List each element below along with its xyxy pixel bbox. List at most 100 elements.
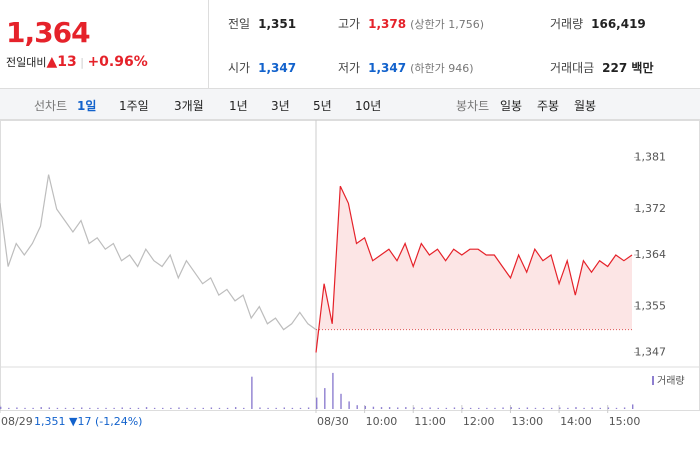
stat-extra: (상한가 1,756) bbox=[410, 18, 484, 31]
volume-bar bbox=[599, 407, 601, 409]
volume-bar bbox=[615, 407, 618, 409]
stat-extra: (하한가 946) bbox=[410, 62, 474, 75]
volume-bar bbox=[137, 407, 140, 409]
volume-bar bbox=[518, 407, 520, 409]
volume-bar bbox=[178, 407, 180, 409]
period-tab[interactable]: 3년 bbox=[271, 99, 290, 113]
volume-bar bbox=[340, 393, 342, 409]
x-tick-label: 10:00 bbox=[366, 415, 398, 428]
x-tick-label: 08/29 bbox=[1, 415, 33, 428]
stat-value: 166,419 bbox=[591, 17, 646, 31]
volume-bar bbox=[283, 407, 285, 409]
volume-bar bbox=[234, 407, 237, 409]
change-value: ▲13 bbox=[46, 54, 77, 70]
volume-bar bbox=[583, 407, 585, 409]
candle-tab[interactable]: 일봉 bbox=[500, 99, 523, 113]
volume-bar bbox=[32, 407, 34, 409]
y-tick-label: 1,347 bbox=[635, 346, 667, 359]
period-tab[interactable]: 1주일 bbox=[119, 99, 149, 113]
price-line bbox=[0, 174, 317, 331]
volume-bar bbox=[542, 407, 545, 409]
volume-bar bbox=[437, 407, 439, 409]
volume-bar bbox=[421, 407, 423, 409]
volume-bar bbox=[162, 407, 164, 409]
price: 1,364 bbox=[6, 16, 91, 49]
volume-bar bbox=[24, 407, 26, 409]
stat-value: 227 백만 bbox=[602, 61, 654, 75]
stat: 거래대금 227 백만 bbox=[550, 59, 653, 76]
volume-bar bbox=[56, 407, 59, 409]
volume-bar bbox=[494, 407, 496, 409]
stat-label: 거래대금 bbox=[550, 61, 595, 75]
period-tab[interactable]: 10년 bbox=[355, 99, 382, 113]
tab-label: 선차트 bbox=[34, 99, 68, 113]
stat: 시가 1,347 bbox=[228, 59, 296, 76]
x-tick-label: 12:00 bbox=[463, 415, 495, 428]
volume-bar bbox=[291, 407, 294, 409]
y-tick-label: 1,381 bbox=[635, 150, 667, 163]
volume-bar bbox=[0, 406, 2, 409]
stat-label: 시가 bbox=[228, 61, 251, 75]
volume-bar bbox=[251, 376, 253, 409]
volume-bar bbox=[40, 407, 42, 409]
stat: 전일 1,351 bbox=[228, 15, 296, 32]
stats: 전일 1,351 고가 1,378 (상한가 1,756) 거래량 166,419 시가 1,3… bbox=[228, 0, 698, 88]
volume-bar bbox=[445, 407, 448, 409]
period-tab[interactable]: 1년 bbox=[229, 99, 248, 113]
stat: 저가 1,347 (하한가 946) bbox=[338, 59, 474, 76]
x-tick-label: 13:00 bbox=[511, 415, 543, 428]
area bbox=[316, 186, 632, 353]
volume-bar bbox=[364, 405, 367, 409]
change: 전일대비▲13 | +0.96% bbox=[6, 54, 148, 70]
stat: 거래량 166,419 bbox=[550, 15, 646, 32]
stat-label: 전일 bbox=[228, 17, 251, 31]
stat: 고가 1,378 (상한가 1,756) bbox=[338, 15, 484, 32]
volume-bar bbox=[275, 407, 277, 409]
stat-value: 1,351 bbox=[258, 17, 297, 31]
volume-bar bbox=[486, 407, 488, 409]
volume-bar bbox=[64, 407, 67, 409]
volume-bar bbox=[413, 407, 415, 409]
volume-bar bbox=[453, 407, 456, 409]
candle-tab[interactable]: 주봉 bbox=[537, 99, 560, 113]
period-tab[interactable]: 3개월 bbox=[174, 99, 204, 113]
volume-bar bbox=[121, 407, 123, 409]
candle-tab[interactable]: 월봉 bbox=[574, 99, 597, 113]
volume-bar bbox=[89, 407, 91, 409]
volume-bar bbox=[105, 407, 107, 409]
volume-bar bbox=[526, 407, 529, 409]
volume-bar bbox=[397, 407, 399, 409]
change-label: 전일대비 bbox=[6, 56, 47, 69]
volume-bar bbox=[243, 407, 245, 409]
volume-bar bbox=[113, 407, 115, 409]
volume-bar bbox=[218, 407, 221, 409]
volume-bar bbox=[145, 407, 148, 409]
volume-bar bbox=[153, 407, 156, 409]
x-tick-label: 15:00 bbox=[609, 415, 641, 428]
volume-bar bbox=[559, 407, 561, 409]
volume-bar bbox=[356, 405, 358, 409]
volume-bar bbox=[81, 407, 83, 409]
volume-bar bbox=[550, 407, 553, 409]
volume-bar bbox=[502, 407, 504, 409]
volume-bar bbox=[429, 407, 431, 409]
volume-bar bbox=[299, 407, 302, 409]
period-tab[interactable]: 5년 bbox=[313, 99, 332, 113]
volume-bar bbox=[607, 407, 610, 409]
stat-value: 1,378 bbox=[368, 17, 407, 31]
volume-bar bbox=[307, 407, 310, 409]
volume-bar bbox=[97, 407, 99, 409]
volume-bar bbox=[461, 407, 464, 409]
y-tick-label: 1,355 bbox=[635, 300, 667, 313]
period-tab[interactable]: 1일 bbox=[77, 99, 97, 113]
volume-bar bbox=[316, 397, 318, 409]
volume-bar bbox=[259, 407, 261, 409]
volume-legend-swatch bbox=[652, 376, 654, 385]
x-tick-label: 08/30 bbox=[317, 415, 349, 428]
volume-bar bbox=[226, 407, 229, 409]
volume-bar bbox=[388, 407, 391, 409]
y-tick-label: 1,364 bbox=[635, 248, 667, 261]
change-rate: +0.96% bbox=[87, 54, 148, 70]
volume-bar bbox=[591, 407, 593, 409]
volume-bar bbox=[324, 388, 326, 409]
